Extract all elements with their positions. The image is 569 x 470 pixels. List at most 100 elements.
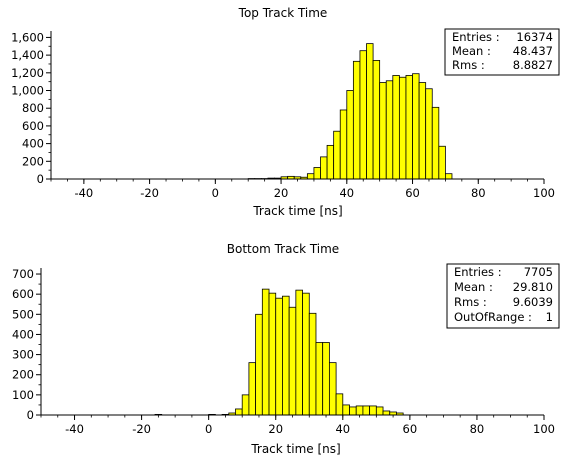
histogram-bar [296,290,303,415]
histogram-bar [249,363,256,415]
x-tick-label: -40 [74,186,93,200]
histogram-bar [353,61,360,179]
histogram-bar [334,131,341,179]
stats-value: 48.437 [513,44,553,58]
x-tick-label: 20 [268,422,283,436]
x-tick-label: 20 [274,186,289,200]
stats-label: Rms : [452,58,485,72]
y-tick-label: 200 [12,368,34,382]
histogram-bar [269,293,276,415]
stats-value: 29.810 [513,280,553,294]
y-tick-label: 600 [22,119,44,133]
histogram-bar [393,75,400,179]
histogram-bar [282,296,289,415]
bottom-track-time-panel: Bottom Track Time Track time [ns] -40 -20… [12,242,559,456]
stats-box: Entries : 7705 Mean : 29.810 Rms : 9.6039OutO… [447,264,559,328]
histogram-bar [386,81,393,179]
histogram-bar [321,157,328,179]
bars [248,44,452,179]
y-tick-label: 500 [12,307,34,321]
x-tick-label: 40 [335,422,350,436]
top-track-time-panel: Top Track Time Track time [ns] -40 -20 0 20… [11,6,559,218]
histogram-bar [340,110,347,179]
y-tick-label: 0 [37,172,44,186]
histogram-bar [439,146,446,179]
histogram-bar [276,298,283,415]
stats-value: 9.6039 [513,295,553,309]
histogram-bar [329,363,336,415]
y-tick-label: 1,600 [11,30,44,44]
histogram-bar [356,406,363,415]
histogram-bar [413,74,420,179]
chart-title: Bottom Track Time [227,242,339,256]
x-tick-label: -40 [65,422,84,436]
y-tick-label: 1,000 [11,84,44,98]
histogram-bar [323,343,330,416]
x-tick-label: -20 [140,186,159,200]
stats-label: Mean : [452,44,491,58]
x-tick-label: 40 [339,186,354,200]
stats-label: Entries : [452,30,500,44]
y-tick-label: 200 [22,154,44,168]
histogram-bar [242,395,249,415]
y-tick-label: 0 [27,408,34,422]
histogram-bar [383,411,390,415]
x-tick-label: 100 [533,186,555,200]
y-tick-label: 300 [12,348,34,362]
histogram-bar [399,77,406,179]
histogram-bar [303,293,310,415]
histogram-bar [426,89,433,179]
stats-value: 7705 [524,265,553,279]
x-axis-label: Track time [ns] [250,442,340,456]
y-tick-label: 1,200 [11,66,44,80]
histogram-bar [363,406,370,415]
x-axis-label: Track time [ns] [252,204,342,218]
x-tick-label: -20 [132,422,151,436]
histogram-bar [419,83,426,179]
histogram-bar [406,75,413,179]
x-tick-label: 0 [205,422,212,436]
histogram-bar [309,313,316,415]
x-tick-label: 80 [471,186,486,200]
y-tick-label: 800 [22,101,44,115]
y-tick-label: 400 [12,327,34,341]
y-tick-label: 100 [12,388,34,402]
x-tick-label: 100 [533,422,555,436]
histogram-bar [327,145,334,179]
histogram-bar [380,83,387,179]
histogram-bar [289,307,296,415]
histogram-bar [256,314,263,415]
histogram-bar [432,107,439,179]
chart-title: Top Track Time [238,6,328,20]
x-tick-label: 60 [403,422,418,436]
x-tick-label: 60 [405,186,420,200]
y-tick-label: 600 [12,287,34,301]
bars [155,289,403,415]
histogram-bar [360,51,367,179]
histogram-bar [367,44,374,179]
stats-value: 16374 [516,30,553,44]
stats-label: Rms : [454,295,487,309]
histogram-bar [370,406,377,415]
stats-box: Entries : 16374 Mean : 48.437 Rms : 8.8827 [445,29,559,75]
histogram-bar [445,174,452,179]
histogram-bar [347,91,354,179]
stats-label: OutOfRange : [454,310,532,324]
histogram-bar [316,343,323,416]
histogram-bar [314,168,321,180]
x-tick-label: 80 [470,422,485,436]
y-tick-label: 1,400 [11,48,44,62]
y-tick-label: 400 [22,137,44,151]
stats-label: Entries : [454,265,502,279]
y-tick-label: 700 [12,267,34,281]
histogram-bar [350,407,357,415]
stats-label: Mean : [454,280,493,294]
histogram-bar [376,407,383,415]
histogram-bar [262,289,269,415]
histogram-bar [373,60,380,179]
stats-value: 8.8827 [513,58,553,72]
histogram-bar [307,174,314,179]
x-tick-label: 0 [212,186,219,200]
